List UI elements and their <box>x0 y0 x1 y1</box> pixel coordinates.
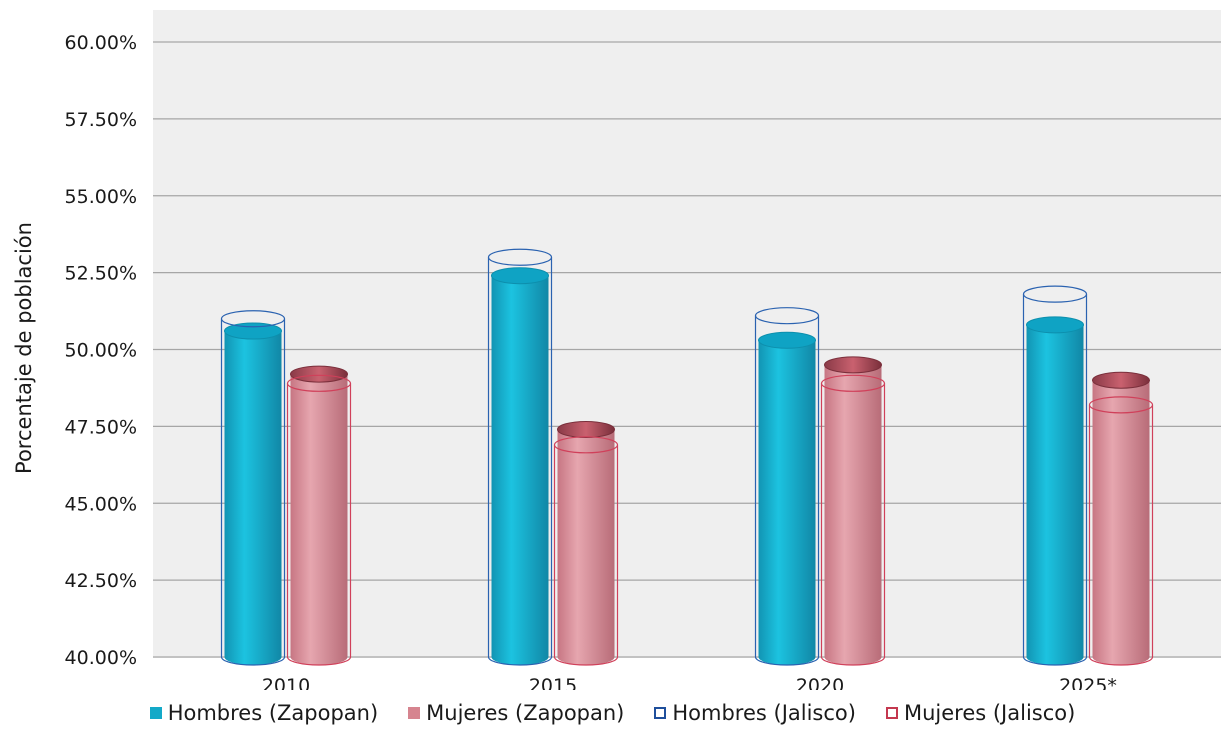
bar-hombres-jalisco-base <box>1022 656 1088 666</box>
legend-item-mujeres-jalisco: Mujeres (Jalisco) <box>885 701 1076 725</box>
bar-mujeres-zapopan <box>824 356 882 665</box>
bar-hombres-zapopan <box>491 267 549 665</box>
bar-mujeres-zapopan <box>557 420 615 665</box>
bar-hombres-zapopan-body <box>224 331 282 657</box>
y-tick-label: 50.00% <box>65 340 137 362</box>
bar-mujeres-zapopan-base <box>824 649 882 665</box>
legend-swatch-mujeres-zapopan <box>408 707 421 719</box>
bar-mujeres-zapopan-base <box>290 649 348 665</box>
bar-hombres-jalisco-top <box>1022 285 1088 303</box>
x-tick-label: 2020 <box>796 675 844 690</box>
x-axis-ticks: 2010 2015 2020 2025* <box>262 675 1117 690</box>
bar-mujeres-jalisco-base <box>286 656 352 666</box>
bar-mujeres-zapopan-top <box>824 356 882 374</box>
bar-mujeres-jalisco-base <box>820 656 886 666</box>
bar-hombres-jalisco <box>487 248 553 666</box>
bar-hombres-zapopan-base <box>1026 649 1084 665</box>
bar-hombres-jalisco-base <box>487 656 553 666</box>
bar-hombres-jalisco <box>220 310 286 666</box>
bar-hombres-jalisco-base <box>220 656 286 666</box>
y-tick-label: 40.00% <box>65 647 137 669</box>
bar-hombres-jalisco <box>754 307 820 666</box>
bar-hombres-zapopan-body <box>1026 324 1084 657</box>
bar-hombres-zapopan <box>758 331 816 665</box>
bar-mujeres-zapopan-top <box>1092 371 1150 389</box>
bar-mujeres-zapopan-top <box>557 420 615 438</box>
legend-swatch-hombres-zapopan <box>149 707 162 719</box>
bar-mujeres-zapopan-base <box>1092 649 1150 665</box>
bar-mujeres-jalisco-top <box>1088 396 1154 414</box>
bar-mujeres-jalisco <box>553 436 619 666</box>
y-tick-label: 42.50% <box>65 570 137 592</box>
bar-hombres-zapopan <box>1026 316 1084 665</box>
bar-mujeres-jalisco <box>1088 396 1154 666</box>
legend-label: Mujeres (Zapopan) <box>426 701 625 725</box>
bar-mujeres-jalisco <box>820 374 886 666</box>
legend-label: Hombres (Jalisco) <box>672 701 856 725</box>
y-tick-label: 45.00% <box>65 493 137 515</box>
legend-swatch-mujeres-jalisco <box>885 707 898 719</box>
bar-mujeres-zapopan-base <box>557 649 615 665</box>
bar-mujeres-jalisco-base <box>553 656 619 666</box>
bar-mujeres-jalisco-top <box>553 436 619 454</box>
bar-hombres-zapopan-top <box>758 331 816 349</box>
legend-item-hombres-jalisco: Hombres (Jalisco) <box>654 701 856 725</box>
y-tick-label: 52.50% <box>65 263 137 285</box>
y-tick-label: 57.50% <box>65 109 137 131</box>
bar-hombres-jalisco-top <box>220 310 286 328</box>
bar-mujeres-jalisco-top <box>286 374 352 392</box>
bar-hombres-jalisco-base <box>754 656 820 666</box>
bar-mujeres-zapopan-body <box>557 429 615 657</box>
bar-hombres-zapopan-top <box>491 267 549 285</box>
y-tick-label: 55.00% <box>65 186 137 208</box>
bar-hombres-zapopan-base <box>491 649 549 665</box>
legend-item-hombres-zapopan: Hombres (Zapopan) <box>149 701 379 725</box>
y-axis-ticks: 40.00% 42.50% 45.00% 47.50% 50.00% 52.50% 55.0… <box>65 32 137 669</box>
bar-hombres-jalisco <box>1022 285 1088 666</box>
bar-hombres-zapopan-body <box>491 275 549 657</box>
legend-item-mujeres-zapopan: Mujeres (Zapopan) <box>408 701 624 725</box>
bar-hombres-zapopan-top <box>1026 316 1084 334</box>
y-axis-title: Porcentaje de población <box>12 222 36 474</box>
x-tick-label: 2015 <box>529 675 577 690</box>
legend-label: Hombres (Zapopan) <box>167 701 379 725</box>
population-chart: 40.00% 42.50% 45.00% 47.50% 50.00% 52.50% 55.0… <box>12 10 1221 690</box>
y-tick-label: 47.50% <box>65 416 137 438</box>
bar-mujeres-zapopan-body <box>290 374 348 657</box>
bar-mujeres-zapopan <box>290 365 348 665</box>
legend-swatch-hombres-jalisco <box>654 707 667 719</box>
x-tick-label: 2025* <box>1059 675 1117 690</box>
bar-hombres-zapopan-top <box>224 322 282 340</box>
bar-hombres-zapopan <box>224 322 282 665</box>
bar-mujeres-jalisco-top <box>820 374 886 392</box>
bar-hombres-zapopan-body <box>758 340 816 657</box>
bar-mujeres-zapopan-body <box>1092 380 1150 657</box>
y-tick-label: 60.00% <box>65 32 137 54</box>
bar-hombres-zapopan-base <box>224 649 282 665</box>
bar-mujeres-jalisco-base <box>1088 656 1154 666</box>
bar-hombres-jalisco-top <box>487 248 553 266</box>
legend-label: Mujeres (Jalisco) <box>903 701 1076 725</box>
bar-mujeres-zapopan-body <box>824 364 882 657</box>
legend: Hombres (Zapopan) Mujeres (Zapopan) Homb… <box>0 693 1225 733</box>
bar-mujeres-zapopan <box>1092 371 1150 665</box>
bar-hombres-zapopan-base <box>758 649 816 665</box>
bar-mujeres-zapopan-top <box>290 365 348 383</box>
bars <box>220 248 1154 666</box>
bar-hombres-jalisco-top <box>754 307 820 325</box>
x-tick-label: 2010 <box>262 675 310 690</box>
bar-mujeres-jalisco <box>286 374 352 666</box>
